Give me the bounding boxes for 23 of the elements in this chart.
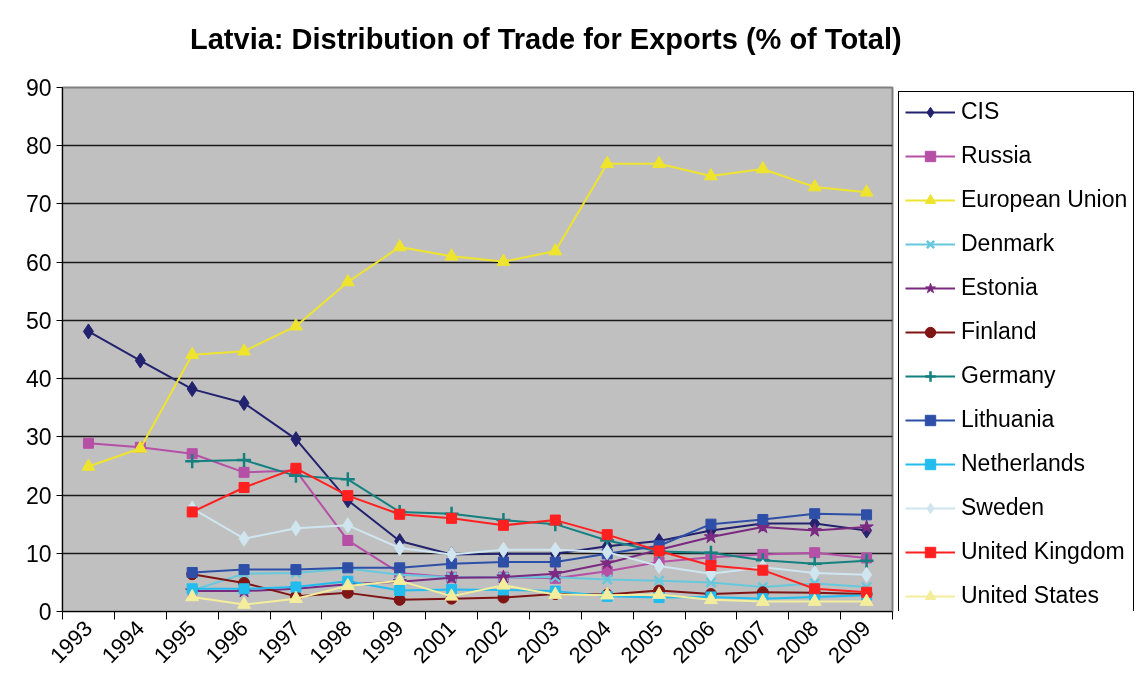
- y-tick-label: 50: [25, 307, 52, 334]
- y-tick-label: 60: [25, 249, 52, 276]
- y-tick-label: 10: [25, 540, 52, 567]
- legend-label: Germany: [961, 362, 1056, 389]
- legend-label: Russia: [961, 142, 1032, 169]
- legend-label: United Kingdom: [961, 538, 1125, 565]
- y-tick-label: 30: [25, 424, 52, 451]
- legend-label: Estonia: [961, 274, 1038, 301]
- legend-label: European Union: [961, 186, 1128, 213]
- y-tick-label: 90: [25, 75, 52, 101]
- legend-label: CIS: [961, 98, 1000, 125]
- y-tick-label: 70: [25, 191, 52, 218]
- y-tick-label: 40: [25, 366, 52, 393]
- y-tick-label: 20: [25, 482, 52, 509]
- chart-title: Latvia: Distribution of Trade for Exports (% of Total): [190, 22, 902, 56]
- legend-label: United States: [961, 582, 1100, 609]
- legend-label: Finland: [961, 318, 1037, 345]
- y-tick-label: 0: [38, 599, 52, 625]
- legend-label: Lithuania: [961, 406, 1055, 433]
- legend-label: Denmark: [961, 230, 1055, 257]
- y-tick-label: 80: [25, 133, 52, 160]
- legend-label: Netherlands: [961, 450, 1086, 477]
- legend-label: Sweden: [961, 494, 1045, 521]
